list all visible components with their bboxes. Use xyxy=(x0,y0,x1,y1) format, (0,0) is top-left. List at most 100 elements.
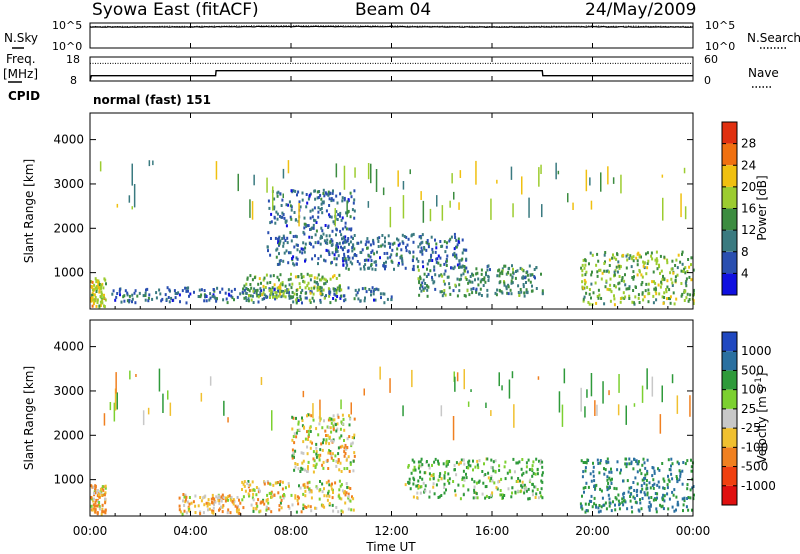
data-cell xyxy=(344,493,347,497)
data-cell xyxy=(496,288,499,292)
data-cell xyxy=(211,493,214,497)
data-cell xyxy=(644,493,647,497)
data-cell xyxy=(608,264,611,267)
data-cell xyxy=(321,211,324,215)
data-cell xyxy=(327,249,330,253)
data-cell xyxy=(423,490,426,494)
data-cell xyxy=(330,215,333,219)
noise-left-label: N.Sky xyxy=(4,31,38,45)
data-cell xyxy=(668,497,671,501)
data-cell xyxy=(187,289,189,293)
data-cell xyxy=(671,284,674,287)
data-cell xyxy=(337,452,340,456)
data-cell xyxy=(267,199,270,203)
data-cell xyxy=(349,240,352,244)
data-cell xyxy=(597,296,600,300)
data-cell xyxy=(641,281,644,284)
data-cell xyxy=(428,259,430,263)
data-cell xyxy=(263,480,266,484)
data-cell xyxy=(309,300,312,304)
data-cell xyxy=(426,239,429,242)
data-cell xyxy=(478,459,481,463)
data-cell xyxy=(97,499,99,503)
data-cell xyxy=(262,288,265,292)
data-cell xyxy=(462,493,465,497)
data-cell xyxy=(128,298,131,302)
data-cell xyxy=(323,258,325,262)
data-cell xyxy=(471,280,474,284)
data-cell xyxy=(514,276,517,280)
data-cell xyxy=(320,286,323,290)
colorbar-frame xyxy=(721,331,738,506)
data-cell xyxy=(332,458,335,462)
data-cell xyxy=(257,300,260,304)
data-cell xyxy=(212,496,214,500)
data-cell xyxy=(421,285,424,289)
data-cell xyxy=(304,437,307,441)
data-cell xyxy=(647,505,650,509)
data-cell xyxy=(158,288,161,292)
data-cell xyxy=(266,497,269,501)
data-cell xyxy=(558,391,561,413)
data-cell xyxy=(507,487,510,491)
data-cell xyxy=(531,474,534,478)
data-cell xyxy=(302,483,305,487)
data-cell xyxy=(593,502,596,506)
data-cell xyxy=(409,169,411,175)
data-cell xyxy=(291,427,294,431)
data-cell xyxy=(679,472,682,476)
data-cell xyxy=(131,297,134,301)
data-cell xyxy=(507,285,510,289)
data-cell xyxy=(637,508,640,512)
data-cell xyxy=(131,163,133,186)
data-cell xyxy=(279,483,281,487)
data-cell xyxy=(341,199,344,203)
data-cell xyxy=(646,458,649,462)
data-cell xyxy=(439,290,442,294)
data-cell xyxy=(344,501,347,505)
data-cell xyxy=(230,498,233,502)
data-cell xyxy=(318,497,321,501)
nave-ytick-bottom: 0 xyxy=(704,74,711,87)
data-cell xyxy=(608,390,610,396)
data-cell xyxy=(531,273,534,277)
data-cell xyxy=(332,198,335,202)
data-cell xyxy=(433,268,436,272)
data-cell xyxy=(424,489,427,493)
data-cell xyxy=(370,263,373,266)
data-cell xyxy=(595,301,598,305)
data-cell xyxy=(659,503,662,507)
data-cell xyxy=(422,287,425,291)
data-cell xyxy=(222,495,225,499)
data-cell xyxy=(441,244,444,248)
data-cell xyxy=(651,466,654,469)
data-cell xyxy=(250,298,253,302)
data-cell xyxy=(346,239,349,243)
data-cell xyxy=(461,257,464,261)
data-cell xyxy=(443,491,446,495)
data-cell xyxy=(275,296,278,300)
data-cell xyxy=(348,227,351,231)
data-cell xyxy=(91,293,94,297)
data-cell xyxy=(326,498,329,502)
data-cell xyxy=(219,290,222,294)
data-cell xyxy=(259,501,262,505)
data-cell xyxy=(332,275,334,279)
data-cell xyxy=(345,261,348,265)
data-cell xyxy=(317,215,320,219)
data-cell xyxy=(325,294,327,298)
data-cell xyxy=(431,259,434,262)
data-cell xyxy=(372,240,375,244)
data-cell xyxy=(257,295,260,299)
data-cell xyxy=(255,507,258,511)
data-cell xyxy=(177,291,180,295)
data-cell xyxy=(287,261,290,265)
data-cell xyxy=(335,464,338,468)
colorbar-tick-label: 20 xyxy=(741,180,756,194)
data-cell xyxy=(282,259,285,263)
data-cell xyxy=(303,216,306,220)
data-cell xyxy=(386,251,389,255)
data-cell xyxy=(306,481,309,485)
data-cell xyxy=(225,297,228,301)
data-cell xyxy=(296,428,299,432)
